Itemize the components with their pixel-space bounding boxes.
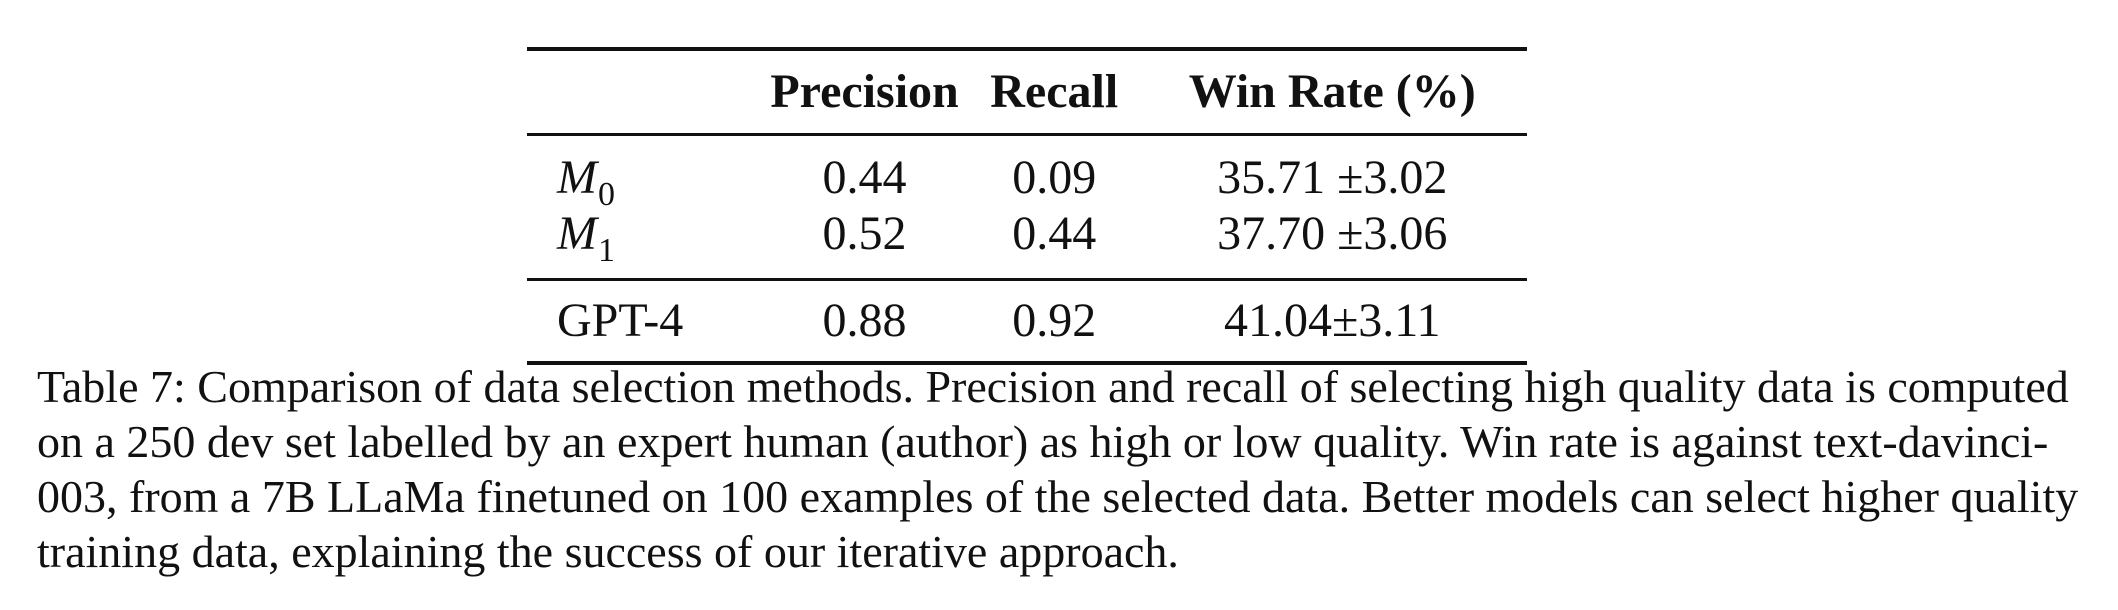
header-recall: Recall	[970, 47, 1138, 136]
precision-cell: 0.88	[758, 278, 971, 365]
method-cell: M0	[527, 135, 758, 212]
win-rate-cell: 41.04±3.11	[1137, 278, 1527, 365]
table-caption: Table 7: Comparison of data selection me…	[37, 361, 2079, 577]
results-table: Precision Recall Win Rate (%) M0 0.44 0.…	[527, 47, 1527, 365]
method-name: M	[557, 151, 597, 204]
table-row: M0 0.44 0.09 35.71 ±3.02	[527, 135, 1527, 212]
method-cell: M1	[527, 206, 758, 280]
recall-cell: 0.09	[1012, 151, 1097, 204]
table-header-row: Precision Recall Win Rate (%)	[527, 47, 1527, 136]
recall-cell: 0.44	[1012, 207, 1097, 260]
precision-cell: 0.52	[822, 207, 907, 260]
precision-cell: 0.44	[822, 151, 907, 204]
header-method	[527, 47, 759, 136]
method-name: M	[557, 207, 597, 260]
table-row: M1 0.52 0.44 37.70 ±3.06	[527, 206, 1527, 280]
win-rate-cell: 35.71 ±3.02	[1217, 151, 1448, 204]
header-win-rate: Win Rate (%)	[1137, 47, 1527, 136]
method-subscript: 1	[597, 232, 615, 269]
win-rate-cell: 37.70 ±3.06	[1217, 207, 1448, 260]
method-subscript: 0	[597, 176, 615, 213]
recall-cell: 0.92	[970, 278, 1138, 365]
table-row: GPT-4 0.88 0.92 41.04±3.11	[527, 278, 1527, 365]
results-table-container: Precision Recall Win Rate (%) M0 0.44 0.…	[527, 47, 1527, 365]
header-precision: Precision	[758, 47, 971, 136]
method-cell: GPT-4	[527, 278, 759, 365]
